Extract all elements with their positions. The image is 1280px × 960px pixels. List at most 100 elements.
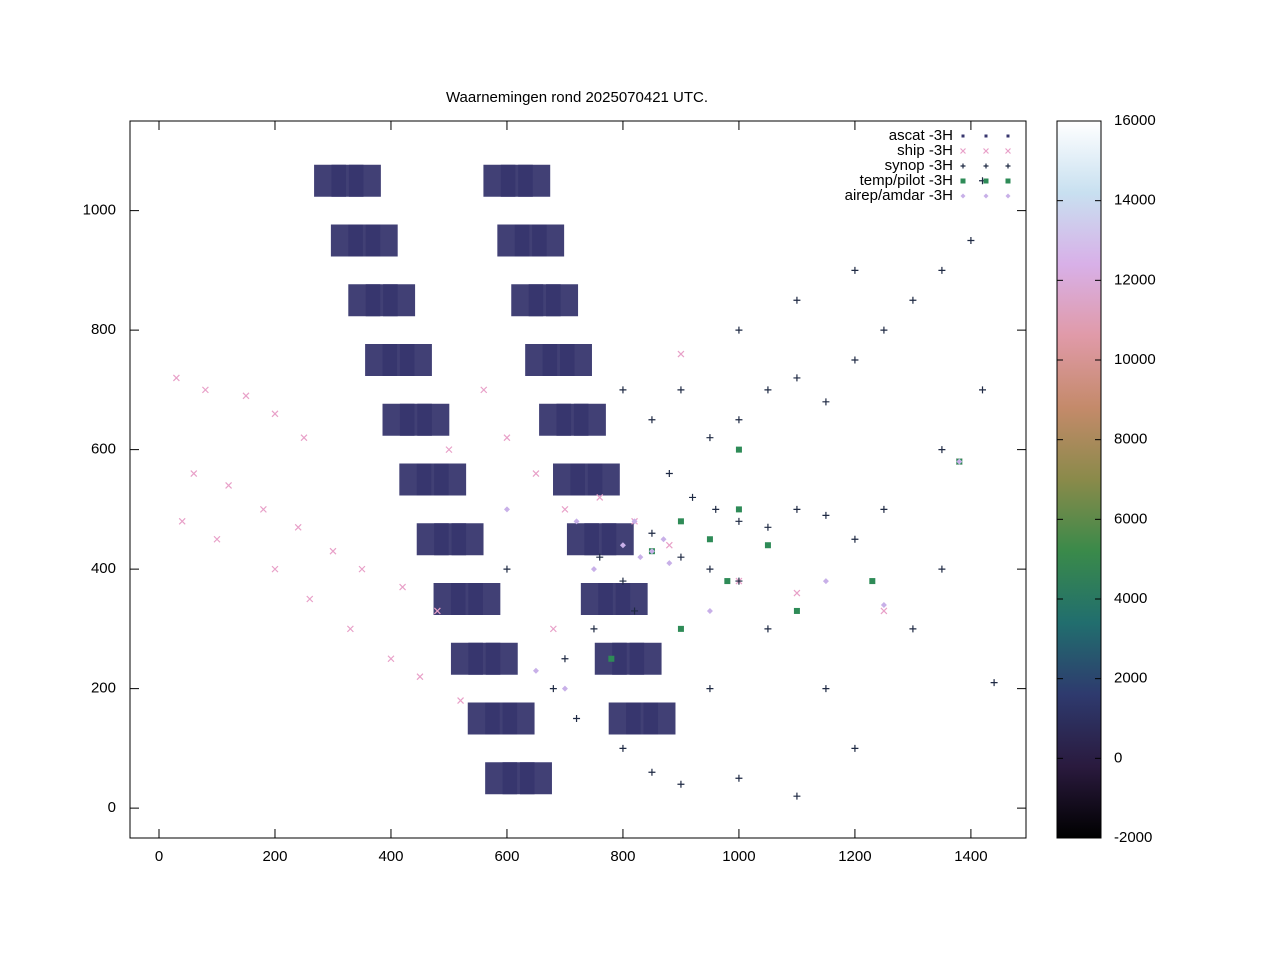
data-point <box>880 607 888 615</box>
data-point <box>677 780 685 788</box>
legend-label: ascat -3H <box>889 127 953 144</box>
legend-marker <box>1005 163 1011 169</box>
data-point <box>938 446 946 454</box>
data-point <box>445 446 453 454</box>
data-point <box>417 403 450 436</box>
data-point <box>629 642 662 675</box>
colorbar <box>1056 120 1102 839</box>
x-tick-label: 1000 <box>722 848 755 865</box>
data-point <box>434 463 467 496</box>
data-point <box>503 565 511 573</box>
data-point <box>909 625 917 633</box>
data-point <box>793 607 800 614</box>
data-point <box>631 518 638 525</box>
x-tick-label: 600 <box>494 848 519 865</box>
colorbar-tick-label: 14000 <box>1114 192 1156 209</box>
legend-marker <box>960 178 966 184</box>
data-point <box>433 607 441 615</box>
legend-label: airep/amdar -3H <box>845 187 953 204</box>
y-tick-label: 0 <box>108 799 116 816</box>
data-point <box>615 583 648 615</box>
data-point <box>348 164 381 197</box>
data-point <box>519 762 552 795</box>
data-point <box>225 482 233 489</box>
data-point <box>259 505 267 513</box>
data-point <box>601 523 634 556</box>
data-point <box>822 578 829 585</box>
data-point <box>172 374 180 382</box>
data-point <box>822 398 830 406</box>
legend-label: synop -3H <box>885 157 953 174</box>
data-point <box>457 697 464 704</box>
data-point <box>637 554 644 561</box>
data-point <box>822 511 830 519</box>
data-point <box>660 536 667 543</box>
data-point <box>938 266 946 274</box>
legend-marker <box>961 134 965 138</box>
data-point <box>764 523 772 531</box>
data-point <box>561 655 569 663</box>
data-point <box>851 266 859 274</box>
data-point <box>365 224 398 257</box>
data-point <box>648 416 656 424</box>
data-point <box>648 529 656 537</box>
data-point <box>851 356 859 364</box>
data-point <box>587 463 620 496</box>
data-point <box>190 470 198 477</box>
data-point <box>559 344 592 376</box>
data-point <box>880 326 888 334</box>
data-point <box>178 517 186 525</box>
data-point <box>851 744 859 752</box>
legend-marker <box>960 148 966 154</box>
data-point <box>706 685 714 693</box>
data-point <box>938 565 946 573</box>
data-point <box>735 506 742 513</box>
data-point <box>329 547 337 555</box>
colorbar-tick-label: 4000 <box>1114 590 1147 607</box>
legend-marker <box>983 178 989 184</box>
data-point <box>909 296 917 304</box>
x-tick-label: 800 <box>610 848 635 865</box>
data-point <box>990 679 998 687</box>
data-point <box>619 744 627 752</box>
data-point <box>573 715 581 722</box>
data-point <box>619 386 627 394</box>
data-point <box>643 702 676 735</box>
data-point <box>485 642 518 675</box>
data-point <box>546 284 579 317</box>
data-point <box>596 494 604 501</box>
legend-marker <box>1005 148 1011 154</box>
x-tick-label: 0 <box>155 848 163 865</box>
data-point <box>346 625 354 633</box>
legend-marker <box>960 193 966 199</box>
data-point <box>532 224 565 257</box>
data-point <box>619 577 627 585</box>
legend-marker <box>960 163 966 169</box>
legend-marker <box>983 163 989 169</box>
colorbar-tick-label: 10000 <box>1114 351 1156 368</box>
data-point <box>468 583 501 615</box>
data-point <box>573 518 580 525</box>
data-point <box>677 553 685 561</box>
data-point <box>735 446 742 453</box>
data-point <box>724 578 731 585</box>
legend-marker <box>983 193 989 199</box>
x-tick-label: 1400 <box>954 848 987 865</box>
data-point <box>271 565 279 573</box>
x-tick-label: 1200 <box>838 848 871 865</box>
data-point <box>677 350 685 358</box>
legend-marker <box>984 134 988 138</box>
data-point <box>793 374 801 382</box>
data-point <box>503 434 511 442</box>
y-tick-label: 600 <box>91 441 116 458</box>
data-point <box>677 625 684 632</box>
data-point <box>532 470 540 477</box>
legend-label: temp/pilot -3H <box>860 172 953 189</box>
data-point <box>793 792 801 800</box>
x-tick-label: 400 <box>378 848 403 865</box>
plot-frame <box>129 120 1027 839</box>
data-point <box>706 607 713 614</box>
